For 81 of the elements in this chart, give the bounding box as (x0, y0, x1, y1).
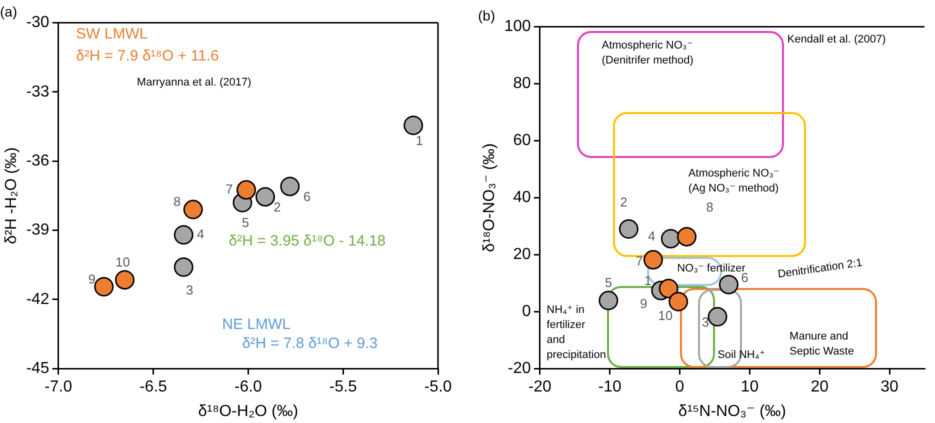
annotation: SW LMWL (76, 25, 148, 42)
point (404, 116, 424, 136)
y-tick-label: -33 (26, 83, 50, 100)
x-tick-label: -6.0 (234, 378, 262, 396)
point (660, 228, 680, 248)
annotation: Soil NH₄⁺ (718, 348, 766, 361)
annotation: Kendall et al. (2007) (787, 33, 886, 46)
annotation: 2 (620, 194, 628, 210)
point (708, 307, 728, 327)
annotation: 2 (274, 199, 281, 214)
y-tick-label: 0 (522, 303, 531, 320)
annotation: Manure and Septic Waste (790, 330, 854, 358)
y-tick-label: -42 (26, 290, 50, 308)
y-tick-label: -30 (26, 14, 50, 32)
point (676, 226, 696, 246)
point (174, 225, 194, 245)
x-tick-label: -5.5 (329, 378, 357, 396)
annotation: Atmospheric NO₃⁻ (Denitrifer method) (602, 40, 694, 67)
annotation: Atmospheric NO₃⁻ (Ag NO₃⁻ method) (688, 167, 780, 194)
point (115, 270, 135, 290)
annotation: 3 (186, 282, 194, 298)
annotation: 4 (197, 226, 204, 242)
annotation: 4 (648, 228, 656, 244)
point (668, 292, 688, 312)
annotation: 9 (640, 296, 648, 312)
chart-title: (a) (0, 3, 18, 20)
x-tick-label: -7.0 (44, 378, 72, 396)
annotation: NE LMWL (222, 316, 290, 333)
chart-title: (b) (478, 7, 496, 24)
x-tick-label: -5.0 (424, 378, 452, 396)
x-tick-label: 0 (675, 378, 684, 396)
annotation: 8 (706, 199, 714, 214)
annotation: 10 (116, 254, 130, 270)
x-tick-label: 20 (810, 378, 829, 396)
y-axis-title: δ¹⁸O-NO₃⁻ (‰) (481, 143, 498, 252)
y-tick-label: 40 (513, 189, 531, 206)
x-tick-label: -10 (598, 378, 622, 396)
x-tick-label: -20 (528, 378, 552, 396)
annotation: 7 (636, 253, 643, 268)
annotation: 8 (173, 194, 181, 210)
y-tick-label: 60 (513, 132, 531, 150)
annotation: δ²H = 7.9 δ¹⁸O + 11.6 (76, 48, 219, 65)
point (280, 176, 300, 196)
x-axis-title: δ¹⁸O-H₂O (‰) (198, 402, 298, 420)
y-tick-label: 100 (504, 18, 531, 36)
point (256, 187, 275, 207)
point (183, 200, 203, 220)
annotation: δ²H = 7.8 δ¹⁸O + 9.3 (242, 335, 378, 352)
annotation: Marryanna et al. (2017) (136, 76, 252, 89)
point (236, 180, 256, 200)
annotation: 5 (604, 275, 612, 290)
annotation: 1 (644, 273, 652, 288)
x-tick-label: -6.5 (139, 378, 168, 396)
y-tick-label: 80 (513, 75, 531, 92)
annotation: 1 (416, 132, 423, 148)
y-axis-title: δ²H -H₂O (‰) (3, 147, 20, 244)
point (658, 278, 678, 298)
annotation: 9 (88, 271, 96, 286)
point (174, 257, 194, 277)
point (718, 274, 738, 294)
y-tick-label: -39 (26, 222, 50, 239)
annotation: 5 (242, 215, 250, 230)
annotation: δ²H = 3.95 δ¹⁸O - 14.18 (228, 232, 386, 250)
y-tick-label: -36 (26, 152, 50, 170)
x-axis-title: δ¹⁵N-NO₃⁻ (‰) (678, 402, 786, 420)
annotation: 3 (702, 314, 710, 330)
annotation: 10 (658, 308, 673, 324)
annotation: 6 (303, 189, 311, 204)
point (598, 290, 618, 310)
point (94, 277, 114, 297)
annotation: Denitrification 2:1 (777, 256, 863, 281)
annotation: 6 (741, 270, 748, 286)
point (618, 219, 638, 239)
annotation: 7 (226, 182, 233, 197)
annotation: NH₄⁺ in fertilizer and precipitation (546, 304, 606, 362)
x-tick-label: 10 (740, 378, 759, 396)
point (643, 250, 663, 270)
y-tick-label: -20 (508, 360, 531, 378)
y-tick-label: 20 (513, 246, 531, 264)
y-tick-label: -45 (26, 360, 50, 378)
x-tick-label: 30 (880, 378, 899, 396)
